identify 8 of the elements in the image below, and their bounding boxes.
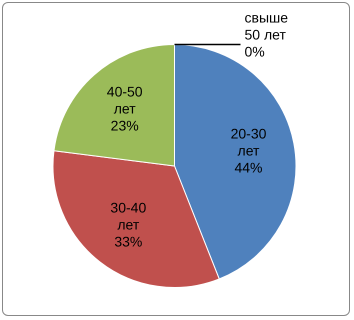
slice-label: 20-30 лет [230,126,267,159]
data-label: 44% [234,160,263,176]
slice-label: 40-50 лет [106,83,143,116]
text: 0% [244,43,265,60]
data-label: 33% [114,233,142,250]
data-label: 23% [110,117,139,134]
slice-label: 30-40 лет [110,199,146,232]
category-label: свыше 50 лет [244,9,288,42]
